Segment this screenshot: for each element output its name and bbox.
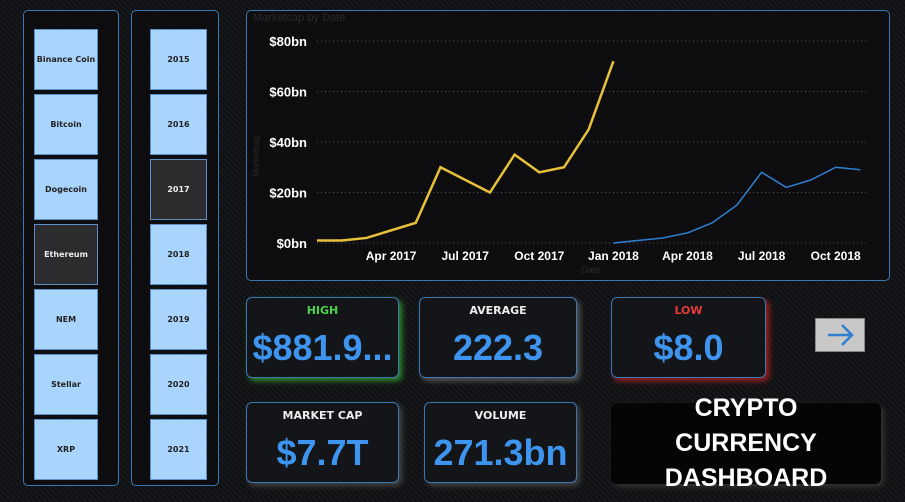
card-high: HIGH $881.9... — [246, 297, 399, 378]
x-axis-label: Date — [581, 265, 600, 275]
chart-panel: Marketcap by Date Marketcap Date $0bn $20bn $… — [246, 10, 890, 281]
x-tick-label: Oct 2017 — [514, 249, 564, 263]
next-page-button[interactable] — [815, 318, 865, 352]
card-label: HIGH — [306, 304, 339, 317]
x-tick-label: Jan 2018 — [588, 249, 639, 263]
slicer-button[interactable]: Dogecoin — [34, 159, 98, 220]
slicer-button[interactable]: 2019 — [150, 289, 207, 350]
data-line — [317, 60, 615, 242]
card-low: LOW $8.0 — [611, 297, 766, 378]
x-tick-label: Oct 2018 — [811, 249, 861, 263]
y-tick-label: $0bn — [277, 236, 307, 251]
x-tick-label: Jul 2018 — [738, 249, 786, 263]
y-axis-label: Marketcap — [251, 135, 261, 177]
slicer-button[interactable]: Binance Coin — [34, 29, 98, 90]
card-value: 271.3bn — [433, 432, 568, 473]
y-tick-label: $60bn — [269, 85, 307, 100]
y-tick-label: $40bn — [269, 135, 307, 150]
x-tick-label: Apr 2018 — [662, 249, 713, 263]
x-tick-label: Jul 2017 — [442, 249, 490, 263]
coin-slicer: Binance Coin Bitcoin Dogecoin Ethereum NEM St… — [23, 10, 119, 486]
slicer-button[interactable]: Bitcoin — [34, 94, 98, 155]
slicer-button[interactable]: Ethereum — [34, 224, 98, 285]
card-volume: VOLUME 271.3bn — [424, 402, 577, 483]
slicer-button[interactable]: 2020 — [150, 354, 207, 415]
card-value: 222.3 — [452, 327, 544, 368]
slicer-button[interactable]: XRP — [34, 419, 98, 480]
slicer-button[interactable]: 2018 — [150, 224, 207, 285]
x-tick-label: Apr 2017 — [366, 249, 417, 263]
arrow-icon — [828, 324, 854, 346]
slicer-button[interactable]: 2015 — [150, 29, 207, 90]
chart: Marketcap by Date Marketcap Date $0bn $20bn $… — [251, 12, 867, 275]
slicer-button[interactable]: Stellar — [34, 354, 98, 415]
card-label: AVERAGE — [469, 304, 527, 317]
card-label: MARKET CAP — [282, 409, 363, 422]
card-value: $8.0 — [653, 327, 724, 368]
y-tick-label: $80bn — [269, 34, 307, 49]
card-average: AVERAGE 222.3 — [419, 297, 577, 378]
card-market-cap: MARKET CAP $7.7T — [246, 402, 399, 483]
chart-title: Marketcap by Date — [253, 12, 345, 24]
card-label: LOW — [674, 304, 703, 317]
slicer-button[interactable]: 2017 — [150, 159, 207, 220]
slicer-button[interactable]: NEM — [34, 289, 98, 350]
data-line — [613, 166, 861, 244]
y-tick-label: $20bn — [269, 186, 307, 201]
slicer-button[interactable]: 2021 — [150, 419, 207, 480]
dashboard-title: CRYPTO CURRENCY DASHBOARD — [611, 394, 881, 492]
slicer-button[interactable]: 2016 — [150, 94, 207, 155]
year-slicer: 2015 2016 2017 2018 2019 2020 2021 — [131, 10, 219, 486]
card-value: $7.7T — [276, 432, 369, 473]
card-value: $881.9... — [252, 327, 393, 368]
card-label: VOLUME — [474, 409, 527, 422]
